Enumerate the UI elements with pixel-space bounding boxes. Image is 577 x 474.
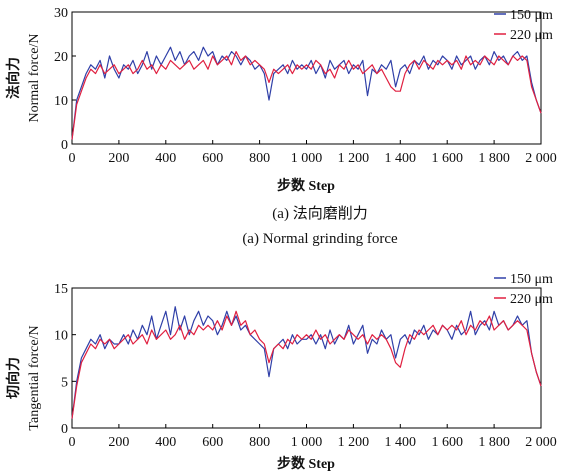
y-tick-label: 30 xyxy=(54,6,68,21)
plot-frame xyxy=(71,11,542,145)
x-tick-label: 600 xyxy=(202,435,223,450)
x-tick-label: 1 200 xyxy=(338,435,370,450)
y-tick-label: 10 xyxy=(54,329,68,344)
y-tick-label: 20 xyxy=(54,50,68,65)
y-axis-title-en: Tangential force/N xyxy=(27,325,42,430)
y-axis-title: 切向力 Tangential force/N xyxy=(5,325,42,430)
x-tick-label: 1 800 xyxy=(478,435,510,450)
y-axis-title-cn: 法向力 xyxy=(5,57,22,99)
x-tick-label: 400 xyxy=(155,151,176,166)
y-tick-label: 0 xyxy=(61,422,68,437)
legend-label: 150 μm xyxy=(510,8,553,23)
x-tick-label: 200 xyxy=(108,151,129,166)
legend-label: 150 μm xyxy=(510,272,553,287)
y-axis-title: 法向力 Normal force/N xyxy=(5,33,42,122)
axis-ticks: 0 200 400 600 800 1 000 1 200 1 400 1 600 1 800 2 … xyxy=(54,6,557,166)
x-tick-label: 1 800 xyxy=(478,151,510,166)
series-line-220um xyxy=(71,310,542,419)
x-axis-title: 步数 Step xyxy=(277,177,335,194)
x-tick-label: 1 600 xyxy=(431,435,463,450)
x-tick-label: 400 xyxy=(155,435,176,450)
x-tick-label: 200 xyxy=(108,435,129,450)
x-tick-label: 800 xyxy=(249,151,270,166)
x-tick-label: 1 000 xyxy=(291,151,323,166)
series-line-220um xyxy=(71,51,542,140)
series-lines xyxy=(71,46,542,140)
caption-en: (a) Normal grinding force xyxy=(242,231,398,247)
tangential-force-chart: 0 200 400 600 800 1 000 1 200 1 400 1 600 1 800 2 … xyxy=(5,272,557,472)
y-tick-label: 15 xyxy=(54,282,68,297)
caption-cn: (a) 法向磨削力 xyxy=(272,205,367,222)
x-tick-label: 2 000 xyxy=(525,151,557,166)
x-tick-label: 0 xyxy=(69,435,76,450)
x-tick-label: 0 xyxy=(69,151,76,166)
normal-force-chart: 0 200 400 600 800 1 000 1 200 1 400 1 600 1 800 2 … xyxy=(5,6,557,247)
y-axis-title-cn: 切向力 xyxy=(5,357,22,399)
x-tick-label: 1 400 xyxy=(385,435,417,450)
y-tick-label: 5 xyxy=(61,375,68,390)
legend: 150 μm 220 μm xyxy=(494,8,553,43)
y-tick-label: 0 xyxy=(61,138,68,153)
x-tick-label: 1 000 xyxy=(291,435,323,450)
y-tick-label: 10 xyxy=(54,94,68,109)
axis-ticks: 0 200 400 600 800 1 000 1 200 1 400 1 600 1 800 2 … xyxy=(54,282,557,450)
x-tick-label: 1 200 xyxy=(338,151,370,166)
x-tick-label: 800 xyxy=(249,435,270,450)
x-tick-label: 600 xyxy=(202,151,223,166)
y-axis-title-en: Normal force/N xyxy=(27,33,42,122)
series-line-150um xyxy=(71,306,542,419)
legend: 150 μm 220 μm xyxy=(494,272,553,307)
legend-label: 220 μm xyxy=(510,28,553,43)
x-axis-title: 步数 Step xyxy=(277,455,335,472)
x-tick-label: 2 000 xyxy=(525,435,557,450)
series-lines xyxy=(71,306,542,419)
legend-label: 220 μm xyxy=(510,292,553,307)
x-tick-label: 1 400 xyxy=(385,151,417,166)
plot-frame xyxy=(71,287,542,429)
x-tick-label: 1 600 xyxy=(431,151,463,166)
